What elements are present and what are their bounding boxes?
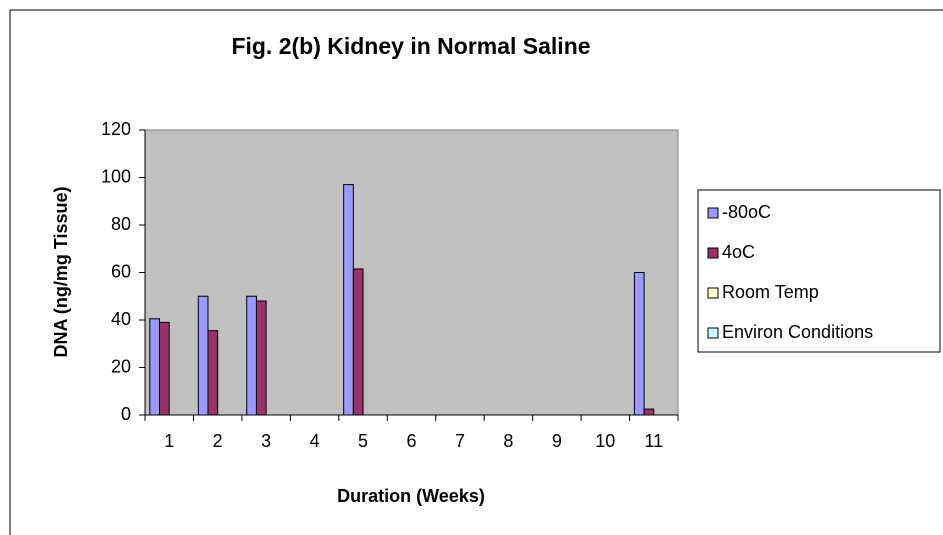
- legend-swatch: [707, 287, 719, 299]
- bar: [343, 184, 354, 416]
- x-tick-label: 4: [310, 431, 320, 451]
- legend-swatch: [707, 207, 719, 219]
- x-tick-label: 7: [455, 431, 465, 451]
- x-tick-label: 1: [164, 431, 174, 451]
- bar: [255, 300, 267, 416]
- bar: [246, 295, 257, 416]
- x-tick-label: 11: [644, 431, 663, 451]
- legend-swatch: [707, 327, 719, 339]
- x-axis-title: Duration (Weeks): [337, 486, 485, 506]
- x-tick-label: 2: [213, 431, 223, 451]
- x-tick-label: 3: [261, 431, 271, 451]
- x-tick-label: 5: [358, 431, 368, 451]
- legend-label: -80oC: [722, 202, 771, 222]
- bar: [197, 295, 209, 416]
- x-tick-label: 8: [503, 431, 513, 451]
- legend-label: Environ Conditions: [722, 322, 873, 342]
- x-tick-label: 9: [552, 431, 562, 451]
- y-tick-label: 80: [111, 214, 131, 234]
- chart-title: Fig. 2(b) Kidney in Normal Saline: [231, 33, 590, 59]
- bar: [633, 272, 645, 416]
- y-tick-label: 60: [111, 261, 131, 281]
- x-tick-label: 10: [595, 431, 615, 451]
- bar: [149, 318, 161, 416]
- legend-label: Room Temp: [722, 282, 819, 302]
- x-tick-label: 6: [406, 431, 416, 451]
- bar: [643, 408, 655, 416]
- bar: [352, 268, 364, 416]
- bar: [159, 321, 170, 416]
- legend-box: [697, 189, 941, 353]
- y-tick-label: 100: [101, 166, 131, 186]
- bar: [207, 330, 219, 416]
- y-tick-label: 0: [121, 404, 131, 424]
- y-axis-title: DNA (ng/mg Tissue): [51, 186, 71, 357]
- y-tick-label: 120: [101, 119, 131, 139]
- y-tick-label: 40: [111, 309, 131, 329]
- y-tick-label: 20: [111, 356, 131, 376]
- legend-swatch: [707, 247, 719, 259]
- plot-area: [144, 129, 679, 416]
- legend-label: 4oC: [722, 242, 755, 262]
